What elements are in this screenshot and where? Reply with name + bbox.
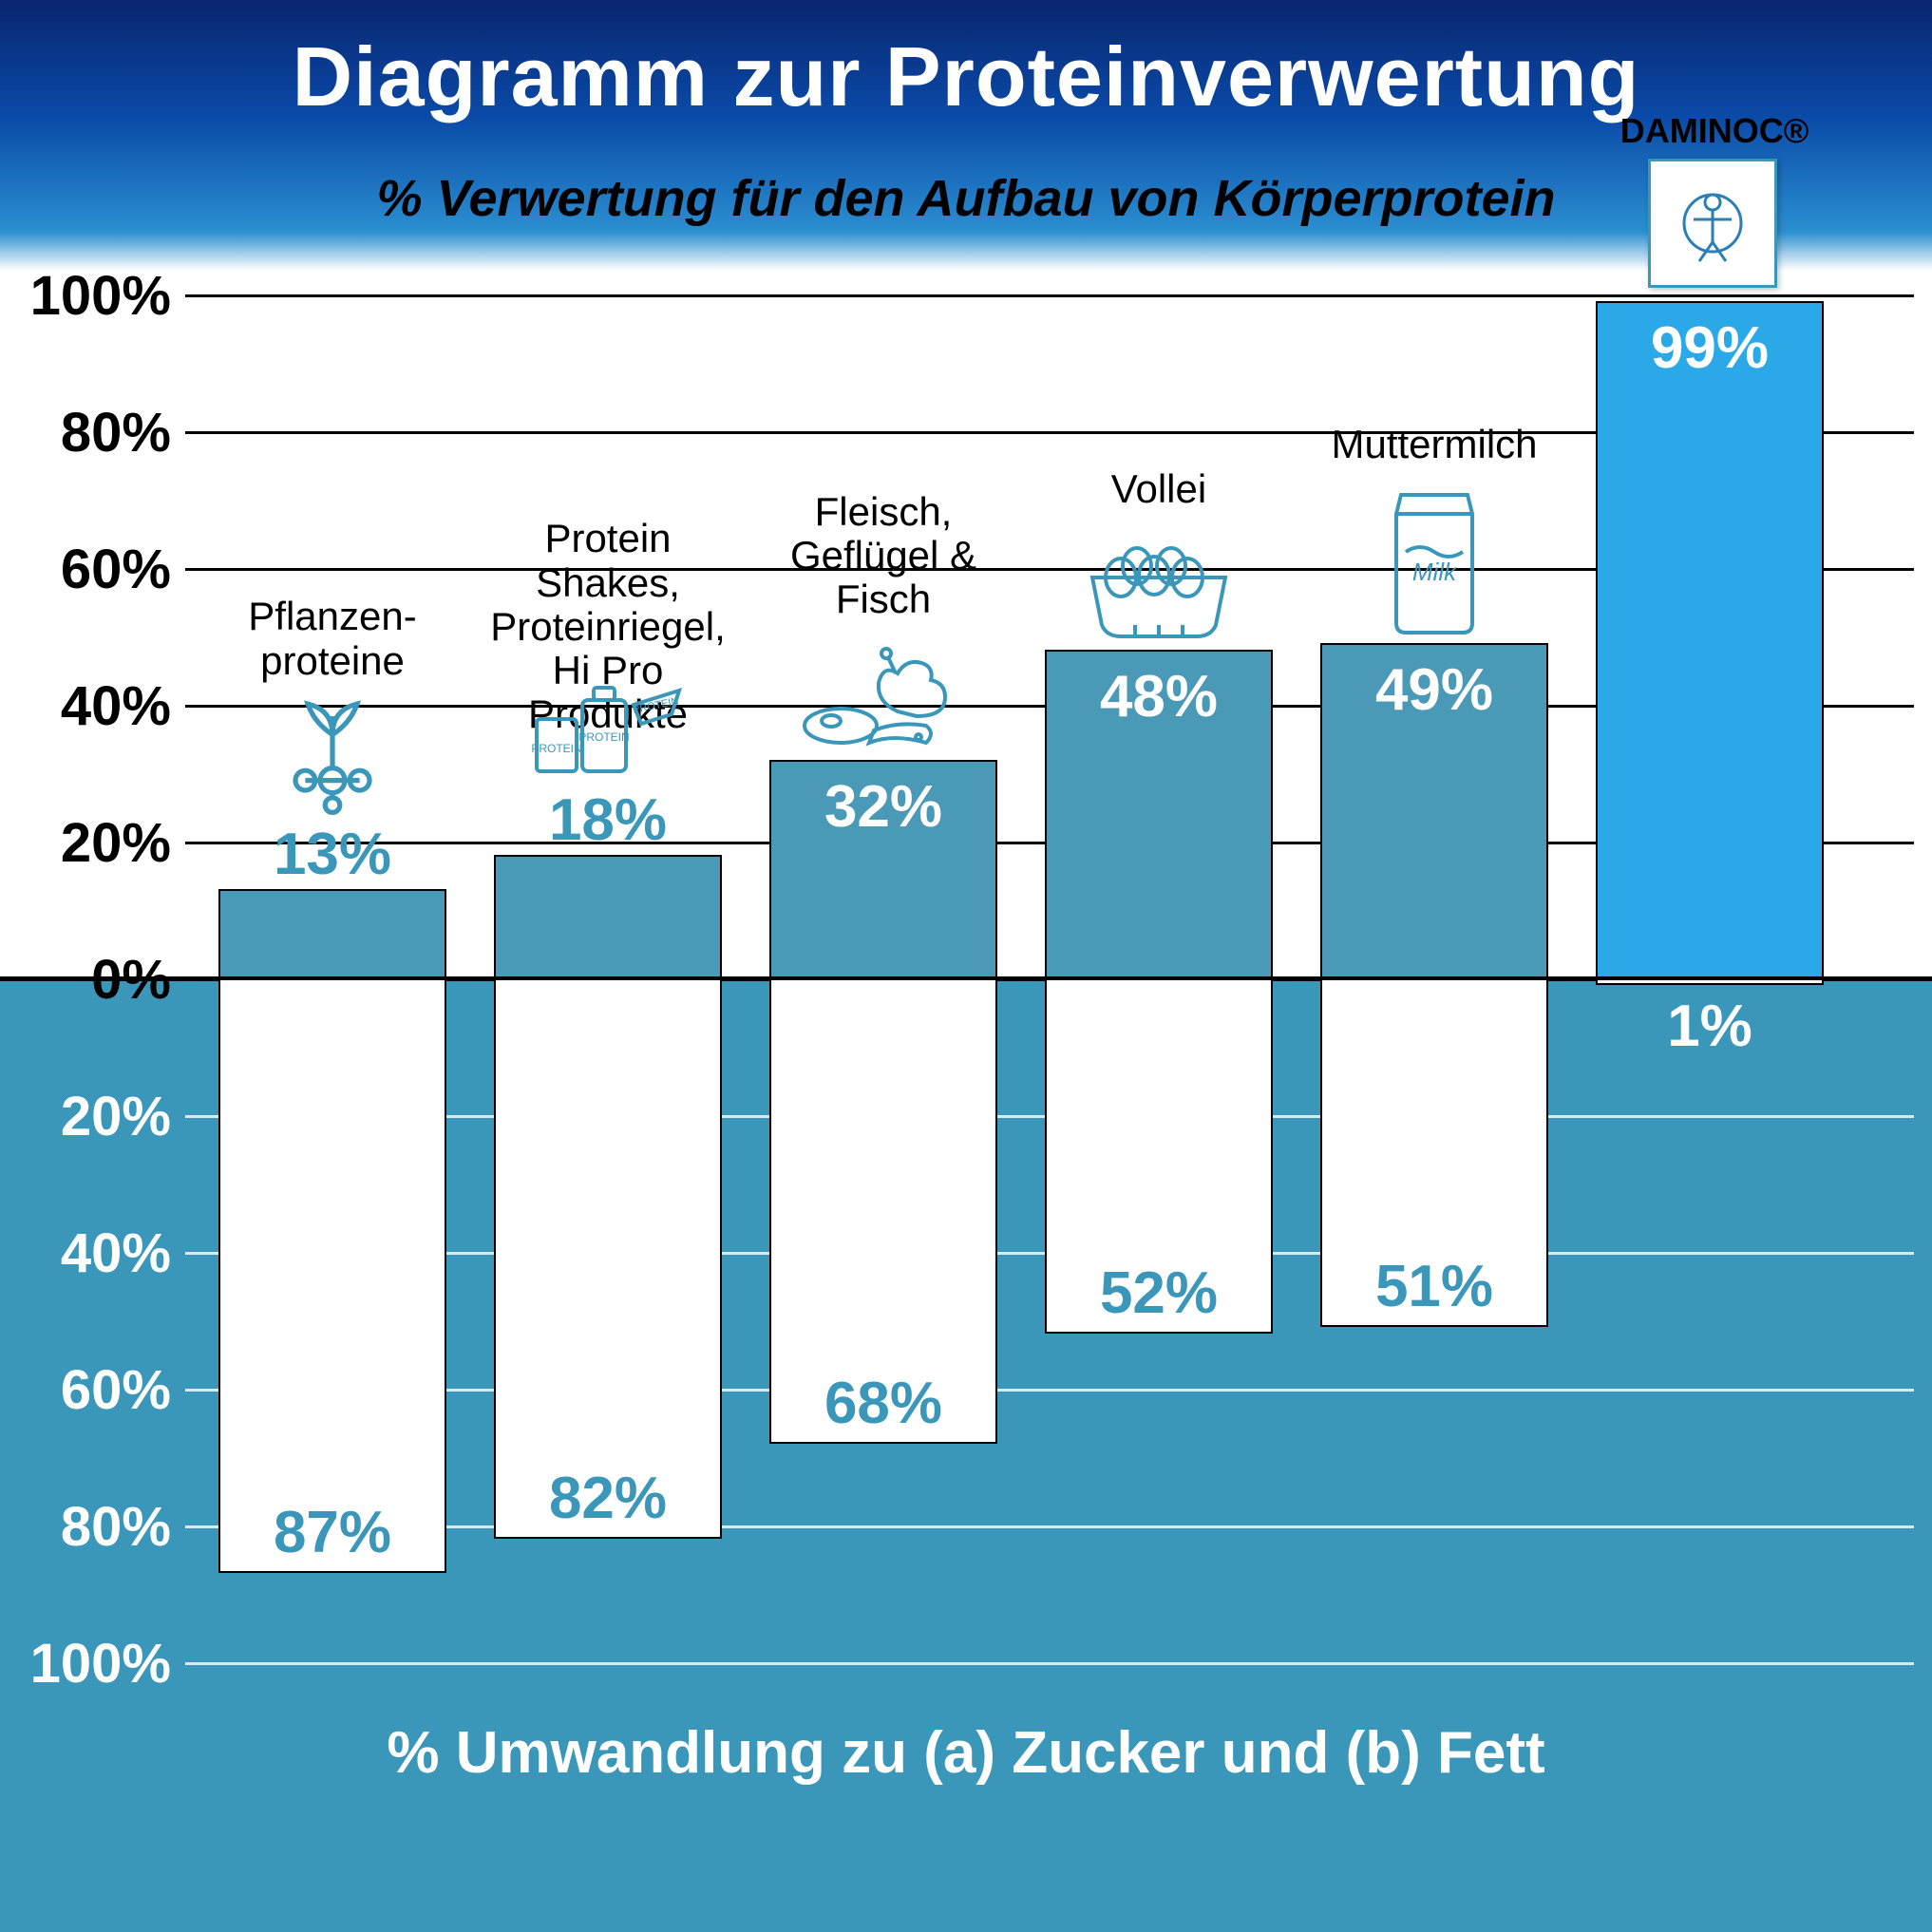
bar-up-value: 13% [218,821,446,888]
category-label: Vollei [1035,467,1282,511]
bar-column: 48%52%Vollei [1045,247,1273,1700]
bar-up-value: 32% [769,773,997,841]
meat-icon [769,631,997,754]
bar-column: 13%87%Pflanzen-proteine [218,247,446,1700]
product-name-label: DAMINOC® [1601,111,1828,151]
bar-column: 99%1%DAMINOC® [1596,247,1824,1700]
eggs-icon [1045,521,1273,644]
bar-up-value: 48% [1045,663,1273,730]
category-label: Pflanzen-proteine [209,595,456,682]
svg-text:PROTEIN: PROTEIN [578,730,629,744]
ytick-bottom: 60% [0,1358,171,1422]
ytick-top: 40% [0,674,171,738]
ytick-bottom: 100% [0,1632,171,1695]
bar-down [494,978,722,1539]
bar-column: 32%68%Fleisch,Geflügel &Fisch [769,247,997,1700]
title-bar: Diagramm zur Proteinverwertung [0,0,1932,125]
category-label: Muttermilch [1311,423,1558,466]
bar-up-value: 99% [1596,314,1824,382]
category-label: Fleisch,Geflügel &Fisch [760,490,1007,622]
shake-icon: PROTEINPROTEINPROTEIN [494,657,722,781]
milk-icon: Milk [1320,476,1548,637]
main-title: Diagramm zur Proteinverwertung [293,29,1640,123]
svg-text:PROTEIN: PROTEIN [531,742,581,755]
bar-up [494,855,722,978]
chart-container: Diagramm zur Proteinverwertung % Verwert… [0,0,1932,1932]
ytick-top: 60% [0,538,171,601]
product-pack-icon [1648,159,1777,288]
bar-down-value: 82% [494,1465,722,1532]
bar-up [218,889,446,978]
chart-subtitle: % Verwertung für den Aufbau von Körperpr… [0,169,1932,228]
bar-down [1596,978,1824,985]
bar-column: 18%82%Protein Shakes,Proteinriegel,Hi Pr… [494,247,722,1700]
bar-down [218,978,446,1573]
bar-up-value: 18% [494,786,722,854]
plant-icon [218,691,446,815]
ytick-top: 80% [0,401,171,464]
footer-label: % Umwandlung zu (a) Zucker und (b) Fett [0,1719,1932,1787]
bar-column: 49%51%MuttermilchMilk [1320,247,1548,1700]
chart-area: 100%80%60%40%20%0%20%40%60%80%100%13%87%… [0,247,1932,1862]
ytick-bottom: 20% [0,1085,171,1148]
bar-down-value: 68% [769,1370,997,1437]
bar-down-value: 52% [1045,1260,1273,1327]
ytick-top: 100% [0,264,171,328]
bar-down-value: 1% [1596,993,1824,1060]
ytick-bottom: 80% [0,1495,171,1559]
ytick-bottom: 40% [0,1222,171,1285]
svg-text:Milk: Milk [1412,558,1458,586]
bar-down-value: 51% [1320,1253,1548,1320]
bar-up [1596,301,1824,978]
bar-down-value: 87% [218,1499,446,1566]
ytick-top: 20% [0,811,171,875]
bar-up-value: 49% [1320,656,1548,724]
